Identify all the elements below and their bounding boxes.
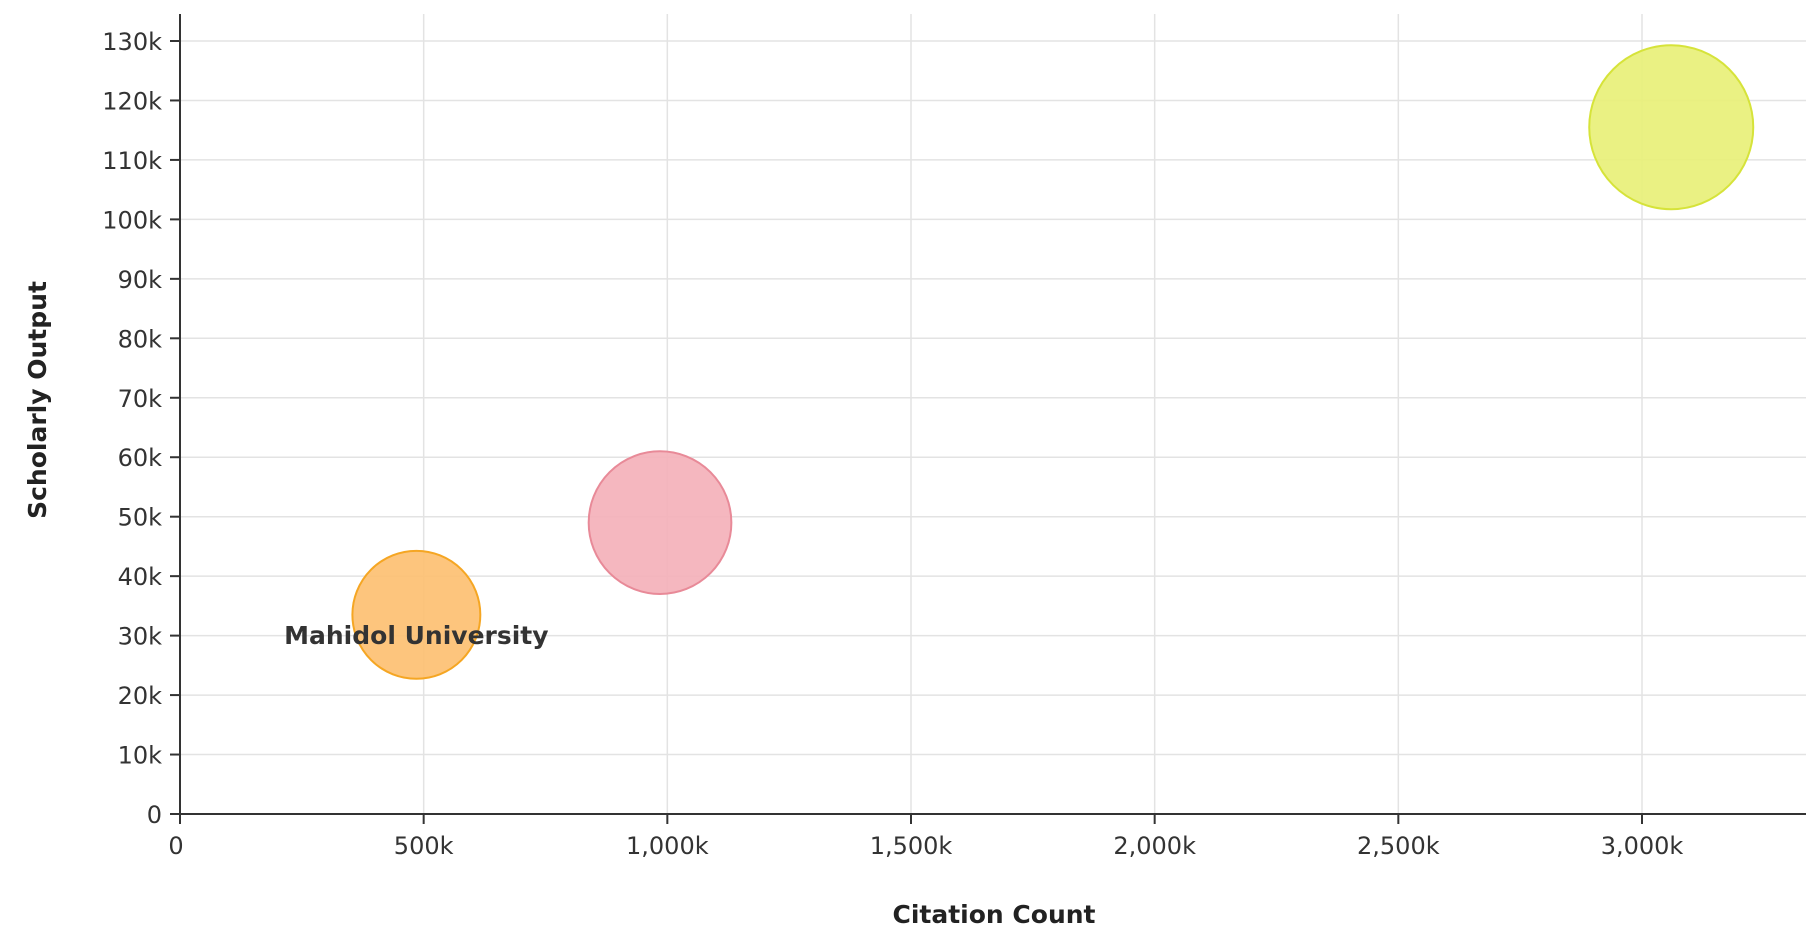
x-tick-label: 2,000k — [1113, 832, 1196, 860]
y-tick-label: 60k — [118, 444, 163, 472]
x-tick-label: 2,500k — [1357, 832, 1440, 860]
y-tick-label: 70k — [118, 385, 163, 413]
y-tick-label: 90k — [118, 266, 163, 294]
y-tick-label: 100k — [102, 206, 162, 234]
y-tick-label: 30k — [118, 623, 163, 651]
bubble-labels: Mahidol University — [284, 621, 548, 650]
axes — [170, 14, 1806, 824]
y-axis-title: Scholarly Output — [23, 281, 52, 519]
x-axis-title: Citation Count — [892, 900, 1095, 929]
x-tick-label: 3,000k — [1601, 832, 1684, 860]
y-tick-label: 0 — [147, 801, 162, 829]
y-tick-label: 110k — [102, 147, 162, 175]
x-tick-label: 0 — [168, 832, 183, 860]
x-tick-labels: 0 500k 1,000k 1,500k 2,000k 2,500k 3,000k — [168, 832, 1683, 860]
x-tick-label: 500k — [394, 832, 454, 860]
y-tick-labels: 0 10k 20k 30k 40k 50k 60k 70k 80k 90k 100k 110k 120k… — [102, 28, 162, 829]
x-tick-label: 1,500k — [870, 832, 953, 860]
y-tick-label: 130k — [102, 28, 162, 56]
y-tick-label: 10k — [118, 742, 163, 770]
bubble-0[interactable] — [351, 549, 482, 680]
y-tick-label: 120k — [102, 87, 162, 115]
x-tick-label: 1,000k — [626, 832, 709, 860]
y-tick-label: 40k — [118, 563, 163, 591]
bubble-2[interactable] — [1588, 44, 1755, 211]
bubble-label: Mahidol University — [284, 621, 548, 650]
bubble-series — [351, 44, 1755, 680]
y-tick-label: 80k — [118, 325, 163, 353]
grid-lines — [180, 14, 1806, 814]
y-tick-label: 20k — [118, 682, 163, 710]
bubble-1[interactable] — [587, 450, 733, 595]
y-tick-label: 50k — [118, 504, 163, 532]
